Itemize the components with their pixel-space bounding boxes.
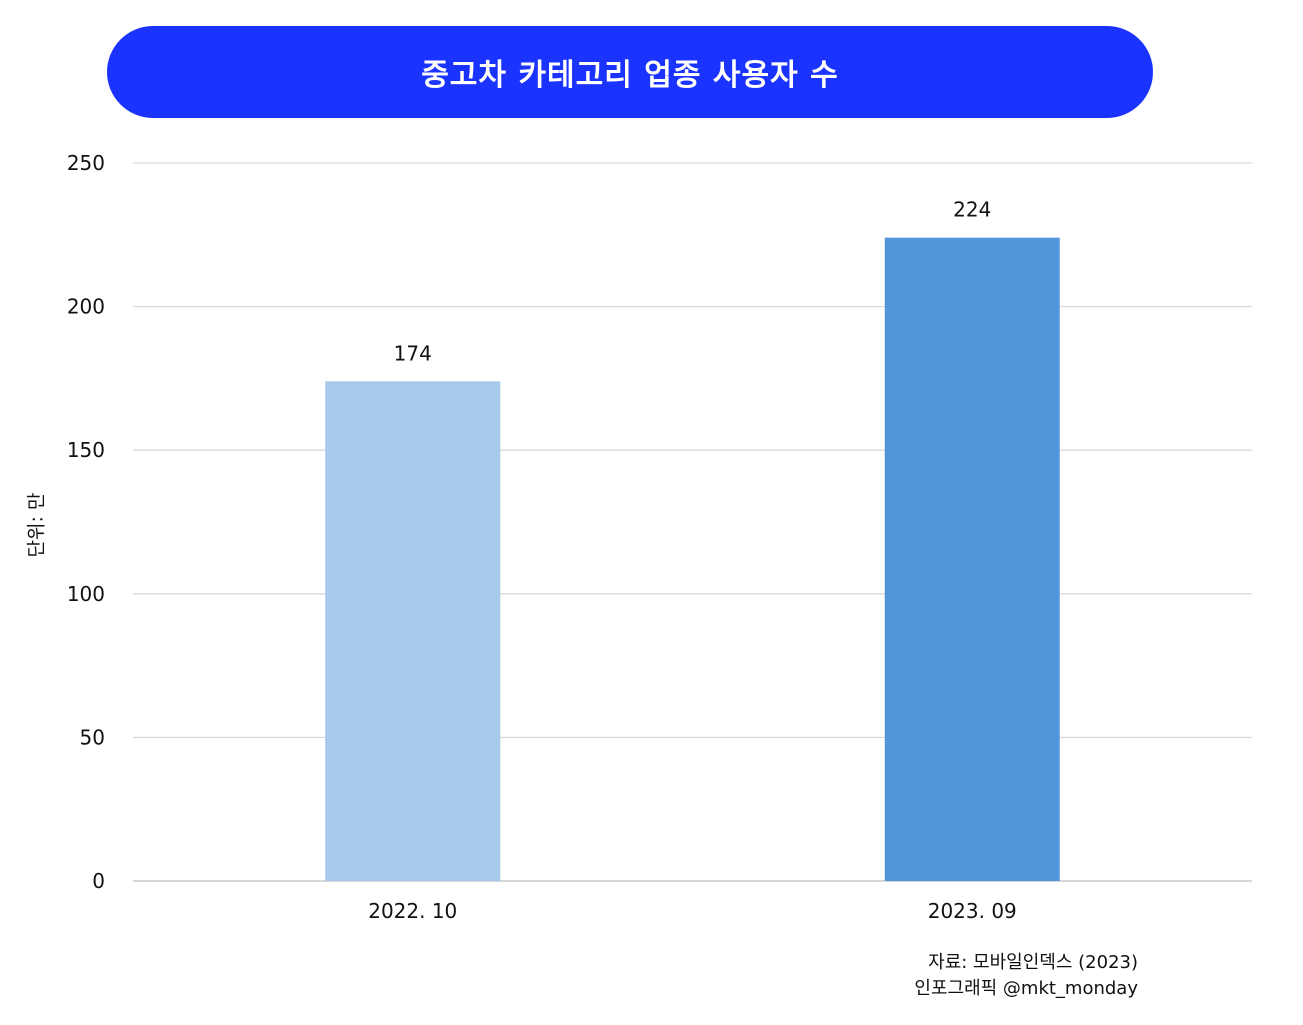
y-tick-label: 150 [67, 438, 105, 462]
chart-title: 중고차 카테고리 업종 사용자 수 [421, 58, 839, 93]
y-tick-label: 200 [67, 295, 105, 319]
source-line-2: 인포그래픽 @mkt_monday [914, 978, 1138, 999]
source-note: 자료: 모바일인덱스 (2023) 인포그래픽 @mkt_monday [914, 950, 1138, 1002]
source-line-1: 자료: 모바일인덱스 (2023) [928, 952, 1138, 973]
bar-data-label: 174 [394, 341, 432, 365]
bar [884, 237, 1060, 881]
y-tick-label: 250 [67, 151, 105, 175]
y-tick-label: 100 [67, 582, 105, 606]
chart-title-banner: 중고차 카테고리 업종 사용자 수 [107, 26, 1153, 118]
x-tick-label: 2022. 10 [368, 899, 457, 923]
bar [325, 381, 501, 881]
y-tick-label: 50 [80, 725, 105, 749]
x-tick-label: 2023. 09 [928, 899, 1017, 923]
bar-data-label: 224 [953, 198, 991, 222]
y-tick-label: 0 [92, 869, 105, 893]
y-axis-label: 단위: 만 [25, 492, 48, 558]
